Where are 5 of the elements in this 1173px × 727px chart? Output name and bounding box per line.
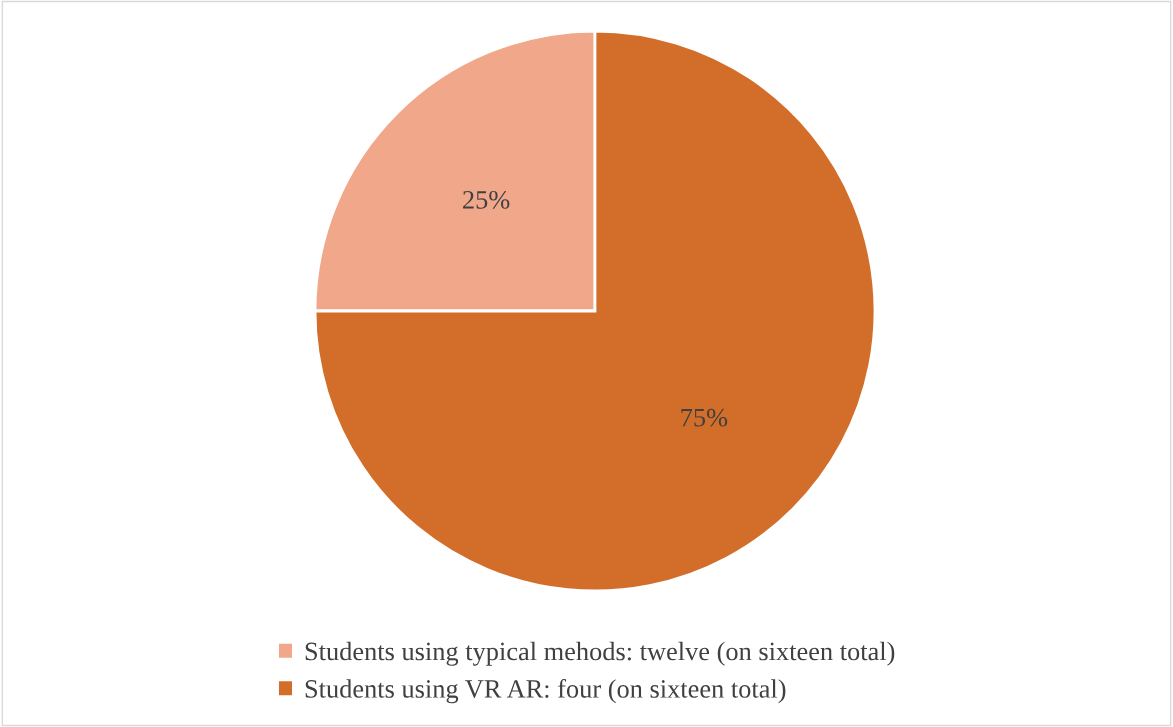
legend-label: Students using typical mehods: twelve (on sixteen total) [305,641,895,666]
legend-label: Students using VR AR: four (on sixteen total) [305,678,786,704]
pie-slice [313,29,877,593]
data-label: 75% [681,408,728,427]
data-label: 25% [463,190,510,209]
